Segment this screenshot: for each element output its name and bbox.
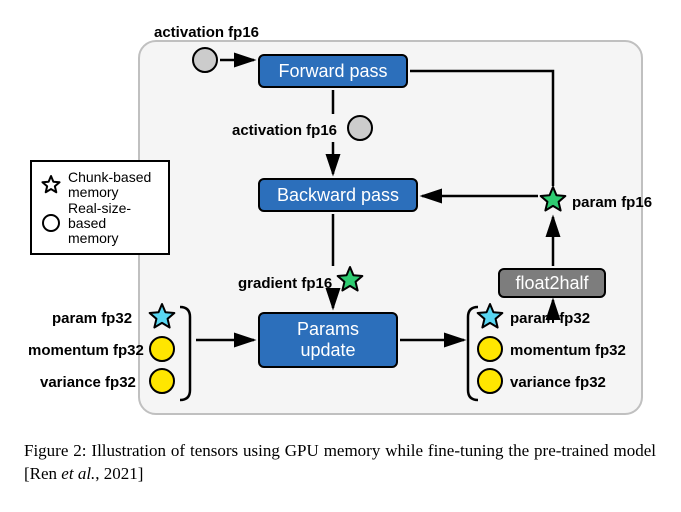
label-momentum-left: momentum fp32 bbox=[28, 342, 144, 359]
legend-star-label: Chunk-based memory bbox=[68, 170, 151, 199]
label-variance-right: variance fp32 bbox=[510, 374, 606, 391]
circle-icon-gray-mid bbox=[345, 113, 375, 143]
circle-icon-yellow-right-2 bbox=[475, 366, 505, 396]
label-param-fp32-right: param fp32 bbox=[510, 310, 590, 327]
star-icon-cyan-left bbox=[146, 301, 178, 333]
star-icon-cyan-right bbox=[474, 301, 506, 333]
backward-pass-label: Backward pass bbox=[277, 185, 399, 206]
params-update-box: Params update bbox=[258, 312, 398, 368]
circle-icon-yellow-left-2 bbox=[147, 366, 177, 396]
circle-icon bbox=[40, 212, 62, 234]
forward-pass-box: Forward pass bbox=[258, 54, 408, 88]
star-icon-green-gradient bbox=[334, 264, 366, 296]
float2half-box: float2half bbox=[498, 268, 606, 298]
legend-box: Chunk-based memory Real-size-based memor… bbox=[30, 160, 170, 255]
backward-pass-box: Backward pass bbox=[258, 178, 418, 212]
star-icon bbox=[40, 174, 62, 196]
label-activation-mid: activation fp16 bbox=[232, 122, 337, 139]
label-momentum-right: momentum fp32 bbox=[510, 342, 626, 359]
circle-icon-gray-top bbox=[190, 45, 220, 75]
legend-row-star: Chunk-based memory bbox=[40, 170, 160, 199]
legend-circle-label: Real-size-based memory bbox=[68, 201, 160, 245]
star-icon-green-param16 bbox=[537, 184, 569, 216]
label-activation-top: activation fp16 bbox=[154, 24, 259, 41]
label-gradient: gradient fp16 bbox=[238, 275, 332, 292]
float2half-label: float2half bbox=[515, 273, 588, 294]
circle-icon-yellow-left-1 bbox=[147, 334, 177, 364]
caption-suffix: , 2021] bbox=[95, 464, 143, 483]
label-variance-left: variance fp32 bbox=[40, 374, 136, 391]
circle-icon-yellow-right-1 bbox=[475, 334, 505, 364]
params-update-label: Params update bbox=[297, 319, 359, 360]
figure-caption: Figure 2: Illustration of tensors using … bbox=[24, 440, 656, 486]
label-param-fp16: param fp16 bbox=[572, 194, 652, 211]
forward-pass-label: Forward pass bbox=[278, 61, 387, 82]
legend-row-circle: Real-size-based memory bbox=[40, 201, 160, 245]
caption-italic: et al. bbox=[61, 464, 95, 483]
label-param-fp32-left: param fp32 bbox=[52, 310, 132, 327]
diagram-area: Forward pass Backward pass Params update… bbox=[20, 10, 660, 430]
